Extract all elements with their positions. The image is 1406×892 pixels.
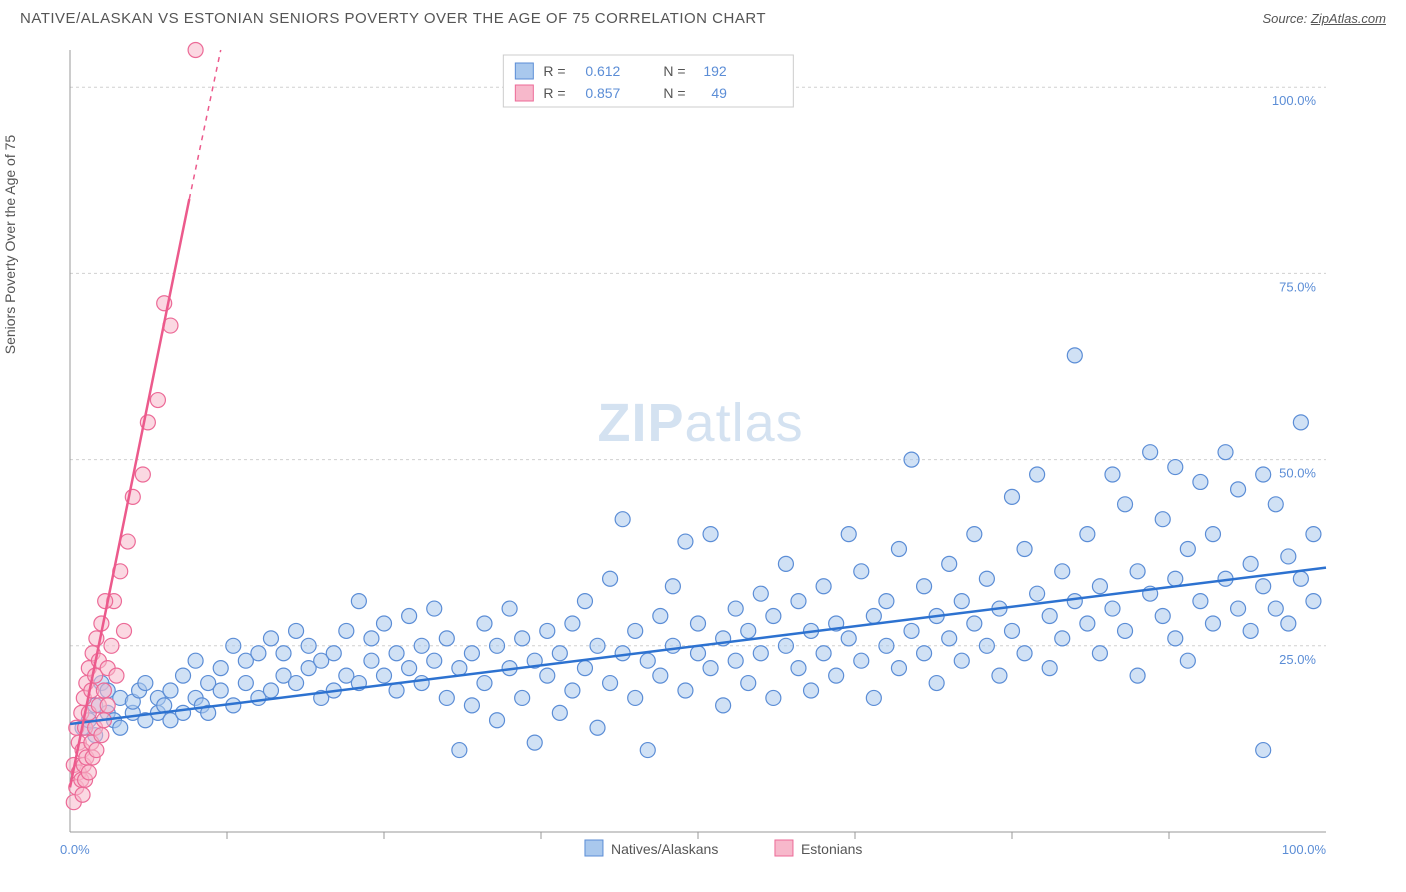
- svg-text:100.0%: 100.0%: [1282, 842, 1327, 857]
- svg-text:0.0%: 0.0%: [60, 842, 90, 857]
- chart-container: Seniors Poverty Over the Age of 75 25.0%…: [20, 40, 1386, 872]
- svg-text:R =: R =: [543, 85, 565, 101]
- svg-text:N =: N =: [663, 63, 685, 79]
- svg-text:25.0%: 25.0%: [1279, 652, 1316, 667]
- source-link[interactable]: ZipAtlas.com: [1311, 11, 1386, 26]
- svg-text:0.857: 0.857: [585, 85, 620, 101]
- chart-source: Source: ZipAtlas.com: [1262, 11, 1386, 26]
- svg-text:R =: R =: [543, 63, 565, 79]
- svg-text:50.0%: 50.0%: [1279, 466, 1316, 481]
- scatter-chart: 25.0% 50.0% 75.0% 100.0% 0.0% 100.0% ZIPatlas R…: [20, 40, 1386, 872]
- svg-text:N =: N =: [663, 85, 685, 101]
- svg-text:75.0%: 75.0%: [1279, 279, 1316, 294]
- chart-header: NATIVE/ALASKAN VS ESTONIAN SENIORS POVER…: [0, 0, 1406, 32]
- svg-text:100.0%: 100.0%: [1272, 93, 1317, 108]
- y-axis-label: Seniors Poverty Over the Age of 75: [2, 135, 18, 354]
- chart-title: NATIVE/ALASKAN VS ESTONIAN SENIORS POVER…: [20, 10, 766, 27]
- source-prefix: Source:: [1262, 11, 1310, 26]
- svg-text:192: 192: [703, 63, 727, 79]
- svg-text:49: 49: [711, 85, 727, 101]
- svg-text:0.612: 0.612: [585, 63, 620, 79]
- svg-text:Estonians: Estonians: [801, 841, 862, 857]
- svg-text:ZIPatlas: ZIPatlas: [598, 393, 804, 453]
- svg-text:Natives/Alaskans: Natives/Alaskans: [611, 841, 718, 857]
